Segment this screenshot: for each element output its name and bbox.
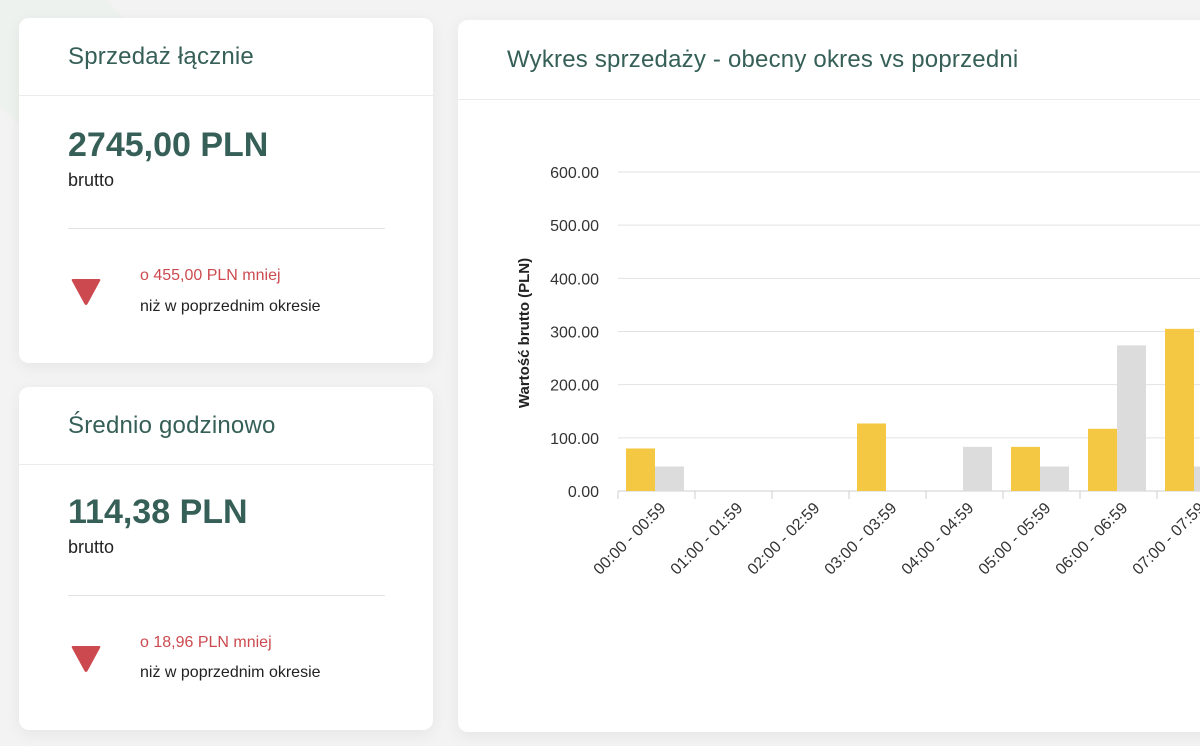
sales-chart-title: Wykres sprzedaży - obecny okres vs poprz… xyxy=(458,20,1200,100)
y-tick-label: 200.00 xyxy=(550,378,599,395)
y-tick-label: 400.00 xyxy=(550,271,599,288)
down-triangle-icon xyxy=(71,646,101,672)
x-tick-label: 01:00 - 01:59 xyxy=(668,500,747,579)
bar-previous[interactable] xyxy=(1117,345,1146,491)
y-tick-label: 600.00 xyxy=(550,165,599,182)
bar-previous[interactable] xyxy=(655,466,684,491)
divider xyxy=(68,595,385,596)
down-triangle-icon xyxy=(71,279,101,305)
bar-current[interactable] xyxy=(1011,446,1040,491)
y-tick-label: 500.00 xyxy=(550,218,599,235)
total-sales-value: 2745,00 PLN xyxy=(68,126,269,164)
total-sales-delta: o 455,00 PLN mniej xyxy=(140,267,281,284)
total-sales-delta-note: niż w poprzednim okresie xyxy=(140,298,321,315)
total-sales-card: Sprzedaż łącznie 2745,00 PLN brutto o 45… xyxy=(19,18,433,363)
x-tick-label: 02:00 - 02:59 xyxy=(745,500,824,579)
bar-previous[interactable] xyxy=(1194,466,1200,491)
bar-current[interactable] xyxy=(1088,428,1117,491)
hourly-average-card: Średnio godzinowo 114,38 PLN brutto o 18… xyxy=(19,387,433,730)
hourly-average-unit: brutto xyxy=(68,537,115,557)
divider xyxy=(68,228,385,229)
x-tick-label: 03:00 - 03:59 xyxy=(822,500,901,579)
y-axis-title: Wartość brutto (PLN) xyxy=(516,258,533,408)
sales-chart-card: Wykres sprzedaży - obecny okres vs poprz… xyxy=(458,20,1200,732)
sales-bar-chart: 0.00 100.00 200.00 300.00 400.00 500.00 600.00… xyxy=(516,165,1200,579)
y-tick-label: 0.00 xyxy=(568,484,599,501)
bar-previous[interactable] xyxy=(1040,466,1069,491)
x-tick-label: 07:00 - 07:59 xyxy=(1130,500,1200,579)
bar-current[interactable] xyxy=(857,423,886,491)
x-tick-label: 00:00 - 00:59 xyxy=(591,500,670,579)
total-sales-unit: brutto xyxy=(68,170,115,190)
hourly-average-title: Średnio godzinowo xyxy=(19,387,433,465)
total-sales-title: Sprzedaż łącznie xyxy=(19,18,433,96)
bar-current[interactable] xyxy=(1165,328,1194,491)
hourly-average-value: 114,38 PLN xyxy=(68,493,248,531)
hourly-average-delta-note: niż w poprzednim okresie xyxy=(140,664,321,681)
x-tick-label: 05:00 - 05:59 xyxy=(976,500,1055,579)
hourly-average-delta: o 18,96 PLN mniej xyxy=(140,634,272,651)
x-tick-label: 04:00 - 04:59 xyxy=(899,500,978,579)
y-tick-label: 100.00 xyxy=(550,431,599,448)
y-tick-label: 300.00 xyxy=(550,325,599,342)
bar-current[interactable] xyxy=(626,448,655,491)
x-tick-label: 06:00 - 06:59 xyxy=(1053,500,1132,579)
bar-previous[interactable] xyxy=(963,446,992,491)
